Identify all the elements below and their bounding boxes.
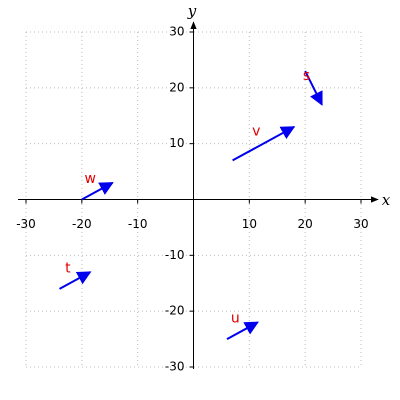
y-axis-label: y [187,2,197,20]
vector-arrow [304,70,323,106]
y-tick-label: -10 [165,248,185,262]
vector-label: w [84,171,95,187]
y-tick-label: 10 [169,136,184,150]
x-tick-label: -10 [128,217,148,231]
vector-arrow [232,126,296,162]
y-tick-label: -20 [165,304,185,318]
vector-label: t [65,260,71,276]
x-tick-label: -20 [72,217,92,231]
x-tick-label: -30 [16,217,36,231]
vector-arrow [81,181,114,201]
vector-arrow [226,321,259,340]
vector-label: v [252,124,260,140]
vector-label: s [303,68,310,84]
y-tick-label: 20 [169,80,184,94]
y-tick-label: -30 [165,360,185,374]
x-tick-label: 20 [298,217,313,231]
x-tick-label: 10 [242,217,257,231]
x-tick-label: 30 [353,217,368,231]
y-tick-label: 30 [169,25,184,39]
x-axis-label: x [382,191,391,209]
vector-label: u [231,311,240,327]
vector-arrow [59,271,92,290]
